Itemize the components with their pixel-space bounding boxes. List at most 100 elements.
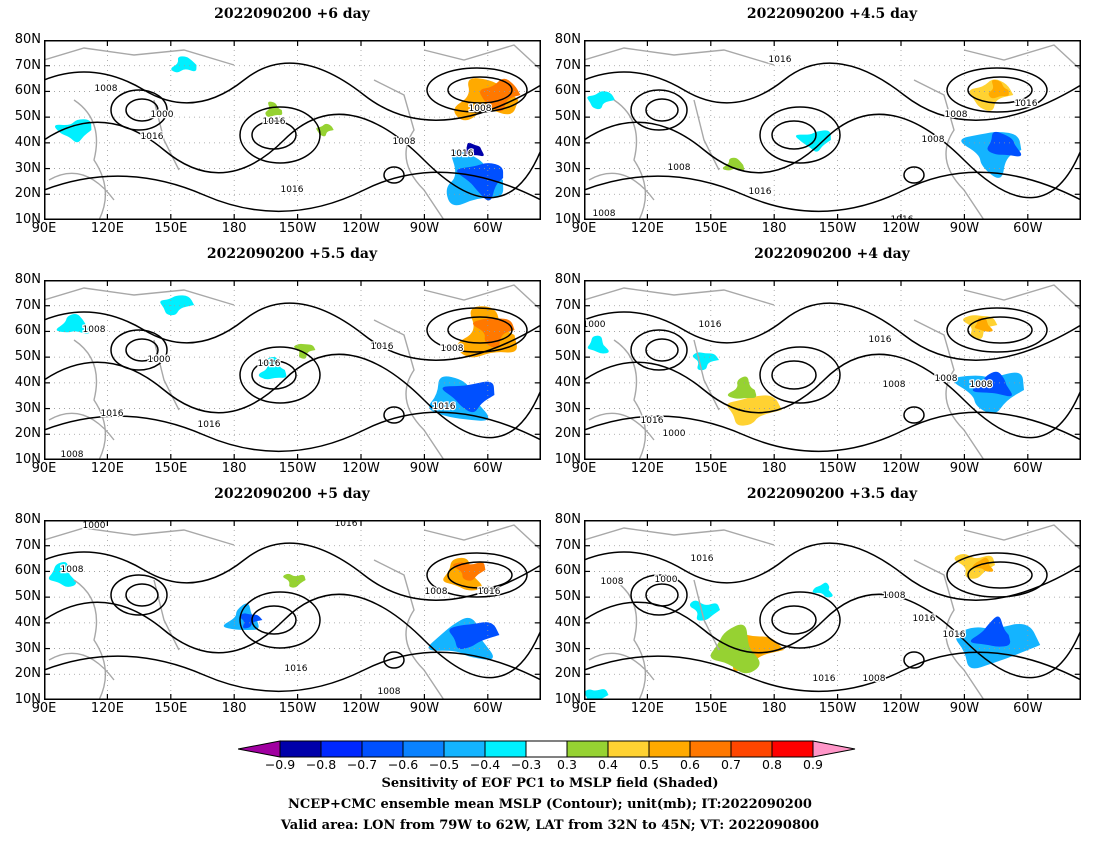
- contour-label: 1016: [141, 132, 164, 142]
- contour-label: 1008: [593, 209, 616, 219]
- isobar-contour: [771, 605, 817, 635]
- lat-tick-label: 50N: [14, 589, 41, 605]
- sensitivity-shading: [812, 582, 833, 598]
- colorbar-swatch: [730, 740, 773, 758]
- lat-tick-label: 50N: [14, 109, 41, 125]
- colorbar-swatch: [607, 740, 650, 758]
- lat-tick-label: 10N: [14, 212, 41, 227]
- lon-tick-label: 90E: [571, 221, 597, 236]
- lat-tick-label: 10N: [554, 692, 581, 707]
- colorbar-swatch: [771, 740, 814, 758]
- contour-label: 1016: [691, 554, 714, 564]
- isobar-contour: [44, 542, 541, 601]
- coastline: [44, 527, 235, 700]
- lon-tick-label: 150W: [818, 701, 857, 716]
- lat-tick-label: 30N: [14, 640, 41, 656]
- lat-tick-label: 50N: [14, 349, 41, 365]
- colorbar-arrow-left: [238, 740, 281, 758]
- contour-label: 1000: [663, 429, 686, 439]
- isobar-contour: [630, 89, 688, 131]
- isobar-contour: [239, 591, 321, 649]
- lat-tick-label: 80N: [14, 32, 41, 47]
- lon-tick-label: 150W: [278, 701, 317, 716]
- contour-label: 1016: [913, 614, 936, 624]
- panel-title: 2022090200 +5 day: [214, 486, 370, 502]
- lon-tick-label: 120E: [90, 461, 124, 476]
- lat-tick-label: 80N: [554, 272, 581, 287]
- sensitivity-shading: [265, 101, 283, 117]
- lat-tick-label: 80N: [554, 32, 581, 47]
- isobar-contour: [946, 307, 1048, 353]
- sensitivity-shading: [988, 79, 1009, 99]
- isobar-contour: [946, 67, 1048, 113]
- isobar-contour: [584, 651, 1081, 692]
- isobar-contour: [903, 651, 925, 669]
- isobar-contour: [771, 120, 817, 150]
- contour-label: 1016: [749, 187, 772, 197]
- lon-tick-label: 120E: [90, 221, 124, 236]
- lon-tick-label: 180: [761, 461, 787, 476]
- isobar-contour: [447, 76, 513, 104]
- contour-label: 1008: [95, 84, 118, 94]
- sensitivity-shading: [587, 91, 615, 110]
- isobar-contour: [239, 346, 321, 404]
- colorbar-label: 0.9: [803, 757, 823, 772]
- isobar-contour: [383, 651, 405, 669]
- contour-label: 1008: [922, 135, 945, 145]
- lat-tick-label: 60N: [14, 323, 41, 339]
- isobar-contour: [967, 316, 1033, 344]
- lon-tick-label: 90E: [31, 701, 57, 716]
- lon-tick-label: 120W: [882, 221, 920, 236]
- contour-label: 1008: [441, 344, 464, 354]
- colorbar-label: −0.8: [305, 757, 337, 772]
- isobar-contour: [645, 98, 679, 122]
- lon-tick-label: 60W: [473, 221, 503, 236]
- contour-label: 1016: [101, 409, 124, 419]
- lon-tick-label: 90E: [31, 461, 57, 476]
- contour-label: 1008: [863, 674, 886, 684]
- lon-tick-label: 90E: [571, 701, 597, 716]
- coastline: [913, 284, 1081, 460]
- colorbar-label: 0.4: [598, 757, 618, 772]
- isobar-contour: [44, 593, 541, 679]
- isobar-contour: [771, 360, 817, 390]
- lat-tick-label: 70N: [554, 57, 581, 73]
- isobar-contour: [447, 316, 513, 344]
- contour-label: 1016: [281, 185, 304, 195]
- isobar-contour: [110, 574, 168, 616]
- isobar-contour: [383, 406, 405, 424]
- sensitivity-shading: [953, 372, 1024, 414]
- map-panel: 1016 1008 1000 1008 1016 1008 1016 1016: [584, 520, 1081, 700]
- isobar-contour: [759, 106, 841, 164]
- colorbar-label: 0.8: [762, 757, 782, 772]
- coastline: [588, 579, 720, 681]
- colorbar-swatch: [525, 740, 568, 758]
- colorbar-swatch: [484, 740, 527, 758]
- contour-label: 1008: [945, 110, 968, 120]
- sensitivity-shading: [727, 395, 782, 426]
- sensitivity-shading: [54, 119, 92, 143]
- lat-tick-label: 20N: [14, 426, 41, 442]
- contour-label: 1016: [263, 117, 286, 127]
- colorbar-swatch: [279, 740, 322, 758]
- lon-tick-label: 90W: [409, 461, 440, 476]
- lat-tick-label: 70N: [554, 297, 581, 313]
- contour-label: 1000: [148, 355, 171, 365]
- lon-tick-label: 120E: [90, 701, 124, 716]
- contour-label: 1008: [883, 591, 906, 601]
- lon-tick-label: 150E: [694, 461, 728, 476]
- coastline: [44, 47, 235, 220]
- lon-tick-label: 90W: [949, 461, 980, 476]
- coastline: [584, 47, 775, 220]
- isobar-contour: [251, 605, 297, 635]
- isobar-contour: [44, 171, 541, 212]
- lon-tick-label: 60W: [1013, 461, 1043, 476]
- lon-tick-label: 180: [761, 701, 787, 716]
- lat-tick-label: 40N: [554, 374, 581, 390]
- contour-label: 1008: [469, 104, 492, 114]
- colorbar-swatch: [361, 740, 404, 758]
- sensitivity-shading: [587, 335, 609, 354]
- lat-tick-label: 40N: [554, 134, 581, 150]
- coastline: [44, 287, 235, 460]
- contour-label: 1000: [655, 575, 678, 585]
